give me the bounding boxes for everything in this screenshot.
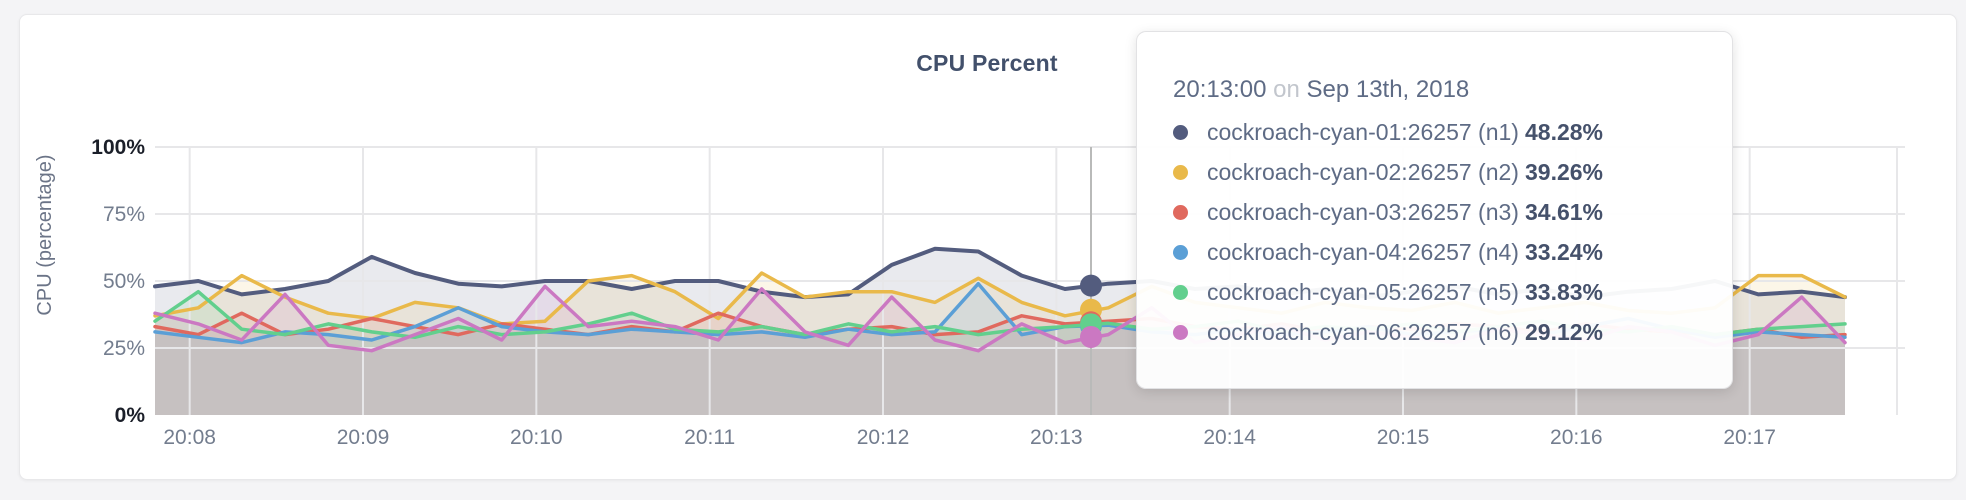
tooltip-time: 20:13:00 — [1173, 76, 1267, 103]
series-value: 39.26% — [1525, 158, 1604, 185]
tooltip-rows: cockroach-cyan-01:26257 (n1) 48.28% cockro… — [1173, 112, 1702, 352]
series-color-dot — [1173, 284, 1188, 300]
x-axis-tick-label: 20:17 — [1723, 426, 1776, 449]
x-axis-tick-label: 20:15 — [1377, 426, 1430, 449]
y-axis-tick-label: 25% — [103, 337, 145, 360]
tooltip-date: Sep 13th, 2018 — [1306, 76, 1470, 103]
tooltip-series-row: cockroach-cyan-02:26257 (n2) 39.26% — [1173, 152, 1702, 192]
hover-point-dot — [1080, 325, 1102, 348]
series-color-dot — [1173, 204, 1188, 220]
x-axis-tick-label: 20:14 — [1203, 426, 1256, 449]
tooltip-series-row: cockroach-cyan-03:26257 (n3) 34.61% — [1173, 192, 1702, 232]
series-color-dot — [1173, 164, 1188, 180]
series-name: cockroach-cyan-06:26257 (n6) — [1207, 318, 1519, 345]
series-name: cockroach-cyan-05:26257 (n5) — [1207, 278, 1519, 305]
tooltip-series-row: cockroach-cyan-05:26257 (n5) 33.83% — [1173, 272, 1702, 312]
chart-title: CPU Percent — [916, 50, 1058, 76]
series-value: 34.61% — [1525, 198, 1604, 225]
y-axis-tick-label: 50% — [103, 270, 145, 293]
series-value: 33.83% — [1525, 278, 1604, 305]
series-value: 29.12% — [1525, 318, 1604, 345]
x-axis-tick-label: 20:11 — [684, 426, 735, 449]
y-axis-tick-label: 75% — [103, 203, 145, 226]
tooltip-series-row: cockroach-cyan-04:26257 (n4) 33.24% — [1173, 232, 1702, 272]
series-value: 48.28% — [1525, 118, 1604, 145]
series-value: 33.24% — [1525, 238, 1604, 265]
x-axis-tick-label: 20:12 — [857, 426, 910, 449]
series-color-dot — [1173, 244, 1188, 260]
tooltip-series-row: cockroach-cyan-06:26257 (n6) 29.12% — [1173, 312, 1702, 352]
y-axis-tick-label: 100% — [91, 136, 145, 159]
x-axis-tick-label: 20:09 — [337, 426, 390, 449]
x-axis-tick-label: 20:08 — [163, 426, 216, 449]
series-color-dot — [1173, 124, 1188, 140]
chart-tooltip: 20:13:00 on Sep 13th, 2018 cockroach-cya… — [1136, 31, 1733, 389]
tooltip-series-row: cockroach-cyan-01:26257 (n1) 48.28% — [1173, 112, 1702, 152]
series-name: cockroach-cyan-01:26257 (n1) — [1207, 118, 1519, 145]
tooltip-on-text: on — [1273, 76, 1300, 103]
tooltip-header: 20:13:00 on Sep 13th, 2018 — [1173, 74, 1702, 106]
series-name: cockroach-cyan-02:26257 (n2) — [1207, 158, 1519, 185]
y-axis-tick-label: 0% — [115, 404, 146, 427]
x-axis-tick-label: 20:13 — [1030, 426, 1083, 449]
series-name: cockroach-cyan-04:26257 (n4) — [1207, 238, 1519, 265]
x-axis-tick-label: 20:16 — [1550, 426, 1603, 449]
series-name: cockroach-cyan-03:26257 (n3) — [1207, 198, 1519, 225]
x-axis-tick-label: 20:10 — [510, 426, 563, 449]
series-color-dot — [1173, 324, 1188, 340]
hover-point-dot — [1080, 274, 1102, 297]
